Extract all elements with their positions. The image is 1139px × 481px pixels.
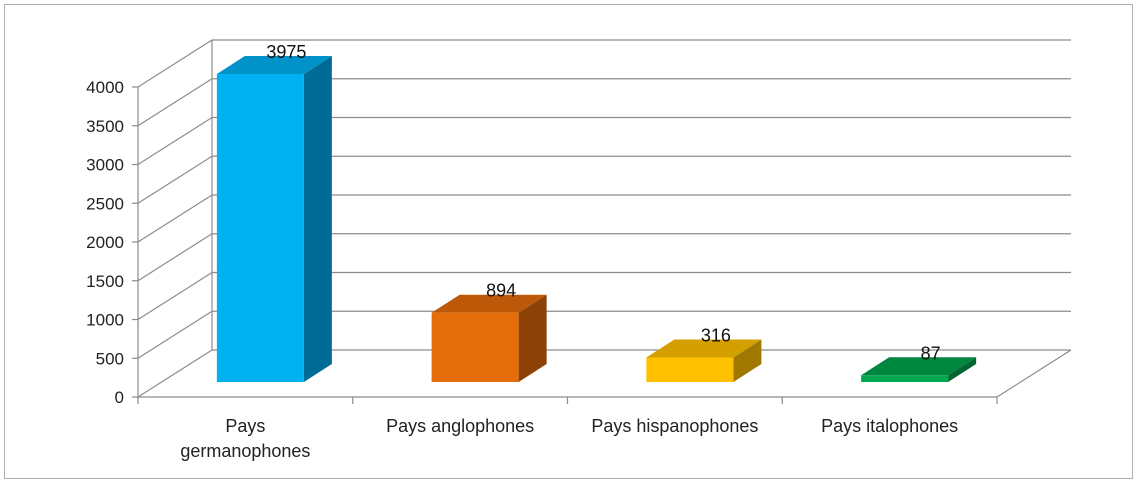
y-tick-label: 3000	[86, 156, 124, 175]
bar-side	[733, 339, 762, 382]
gridline-side	[137, 116, 213, 166]
data-label: 3975	[266, 42, 306, 62]
gridline-side	[137, 233, 213, 282]
y-tick-label: 500	[96, 349, 124, 368]
gridline-side	[137, 39, 213, 88]
gridline-side	[137, 349, 213, 398]
bar-0	[216, 55, 332, 382]
bar-side	[948, 357, 977, 382]
axes	[132, 86, 1072, 404]
x-tick-label-line: Pays anglophones	[386, 416, 534, 436]
bar-top	[431, 294, 547, 313]
bar-front	[861, 375, 949, 382]
x-tick-label-line: Pays italophones	[821, 416, 958, 436]
gridline-side	[137, 78, 213, 127]
x-tick-label: Pays anglophones	[386, 416, 534, 436]
data-label: 87	[921, 343, 941, 363]
bar-side	[518, 294, 547, 382]
labels: 0 500 1000 1500 2000 2500 3000 3500 4000 3975 894 3…	[86, 42, 958, 461]
gridline-side	[137, 271, 213, 321]
x-tick-label-line: germanophones	[180, 441, 310, 461]
x-tick-label: Pays hispanophones	[591, 416, 758, 436]
x-tick-label-line: Pays hispanophones	[591, 416, 758, 436]
data-label: 894	[486, 281, 516, 301]
chart-frame	[4, 4, 1133, 479]
x-tick-label-line: Pays	[225, 416, 265, 436]
bar-front	[431, 312, 519, 382]
y-tick-label: 1500	[86, 272, 124, 291]
bar-2	[646, 339, 762, 382]
y-tick-label: 2500	[86, 194, 124, 213]
x-tick-label: Pays italophones	[821, 416, 958, 436]
bars	[216, 55, 977, 382]
gridlines	[137, 39, 1071, 398]
bar-1	[431, 294, 547, 382]
gridline-side	[137, 194, 213, 243]
bar-side	[303, 55, 332, 382]
bar-top	[646, 339, 762, 358]
data-label: 316	[701, 326, 731, 346]
bar-3	[861, 357, 977, 382]
bar-top	[216, 55, 332, 74]
y-tick-label: 3500	[86, 117, 124, 136]
floor-right-edge	[996, 349, 1072, 398]
y-tick-label: 0	[115, 388, 124, 407]
gridline-side	[137, 155, 213, 204]
y-tick-label: 4000	[86, 78, 124, 97]
bar-top	[861, 357, 977, 376]
y-tick-label: 2000	[86, 233, 124, 252]
bar-front	[216, 73, 304, 382]
gridline-side	[137, 310, 213, 359]
y-tick-label: 1000	[86, 311, 124, 330]
bar-front	[646, 357, 734, 382]
x-tick-label: Pays germanophones	[180, 416, 310, 461]
